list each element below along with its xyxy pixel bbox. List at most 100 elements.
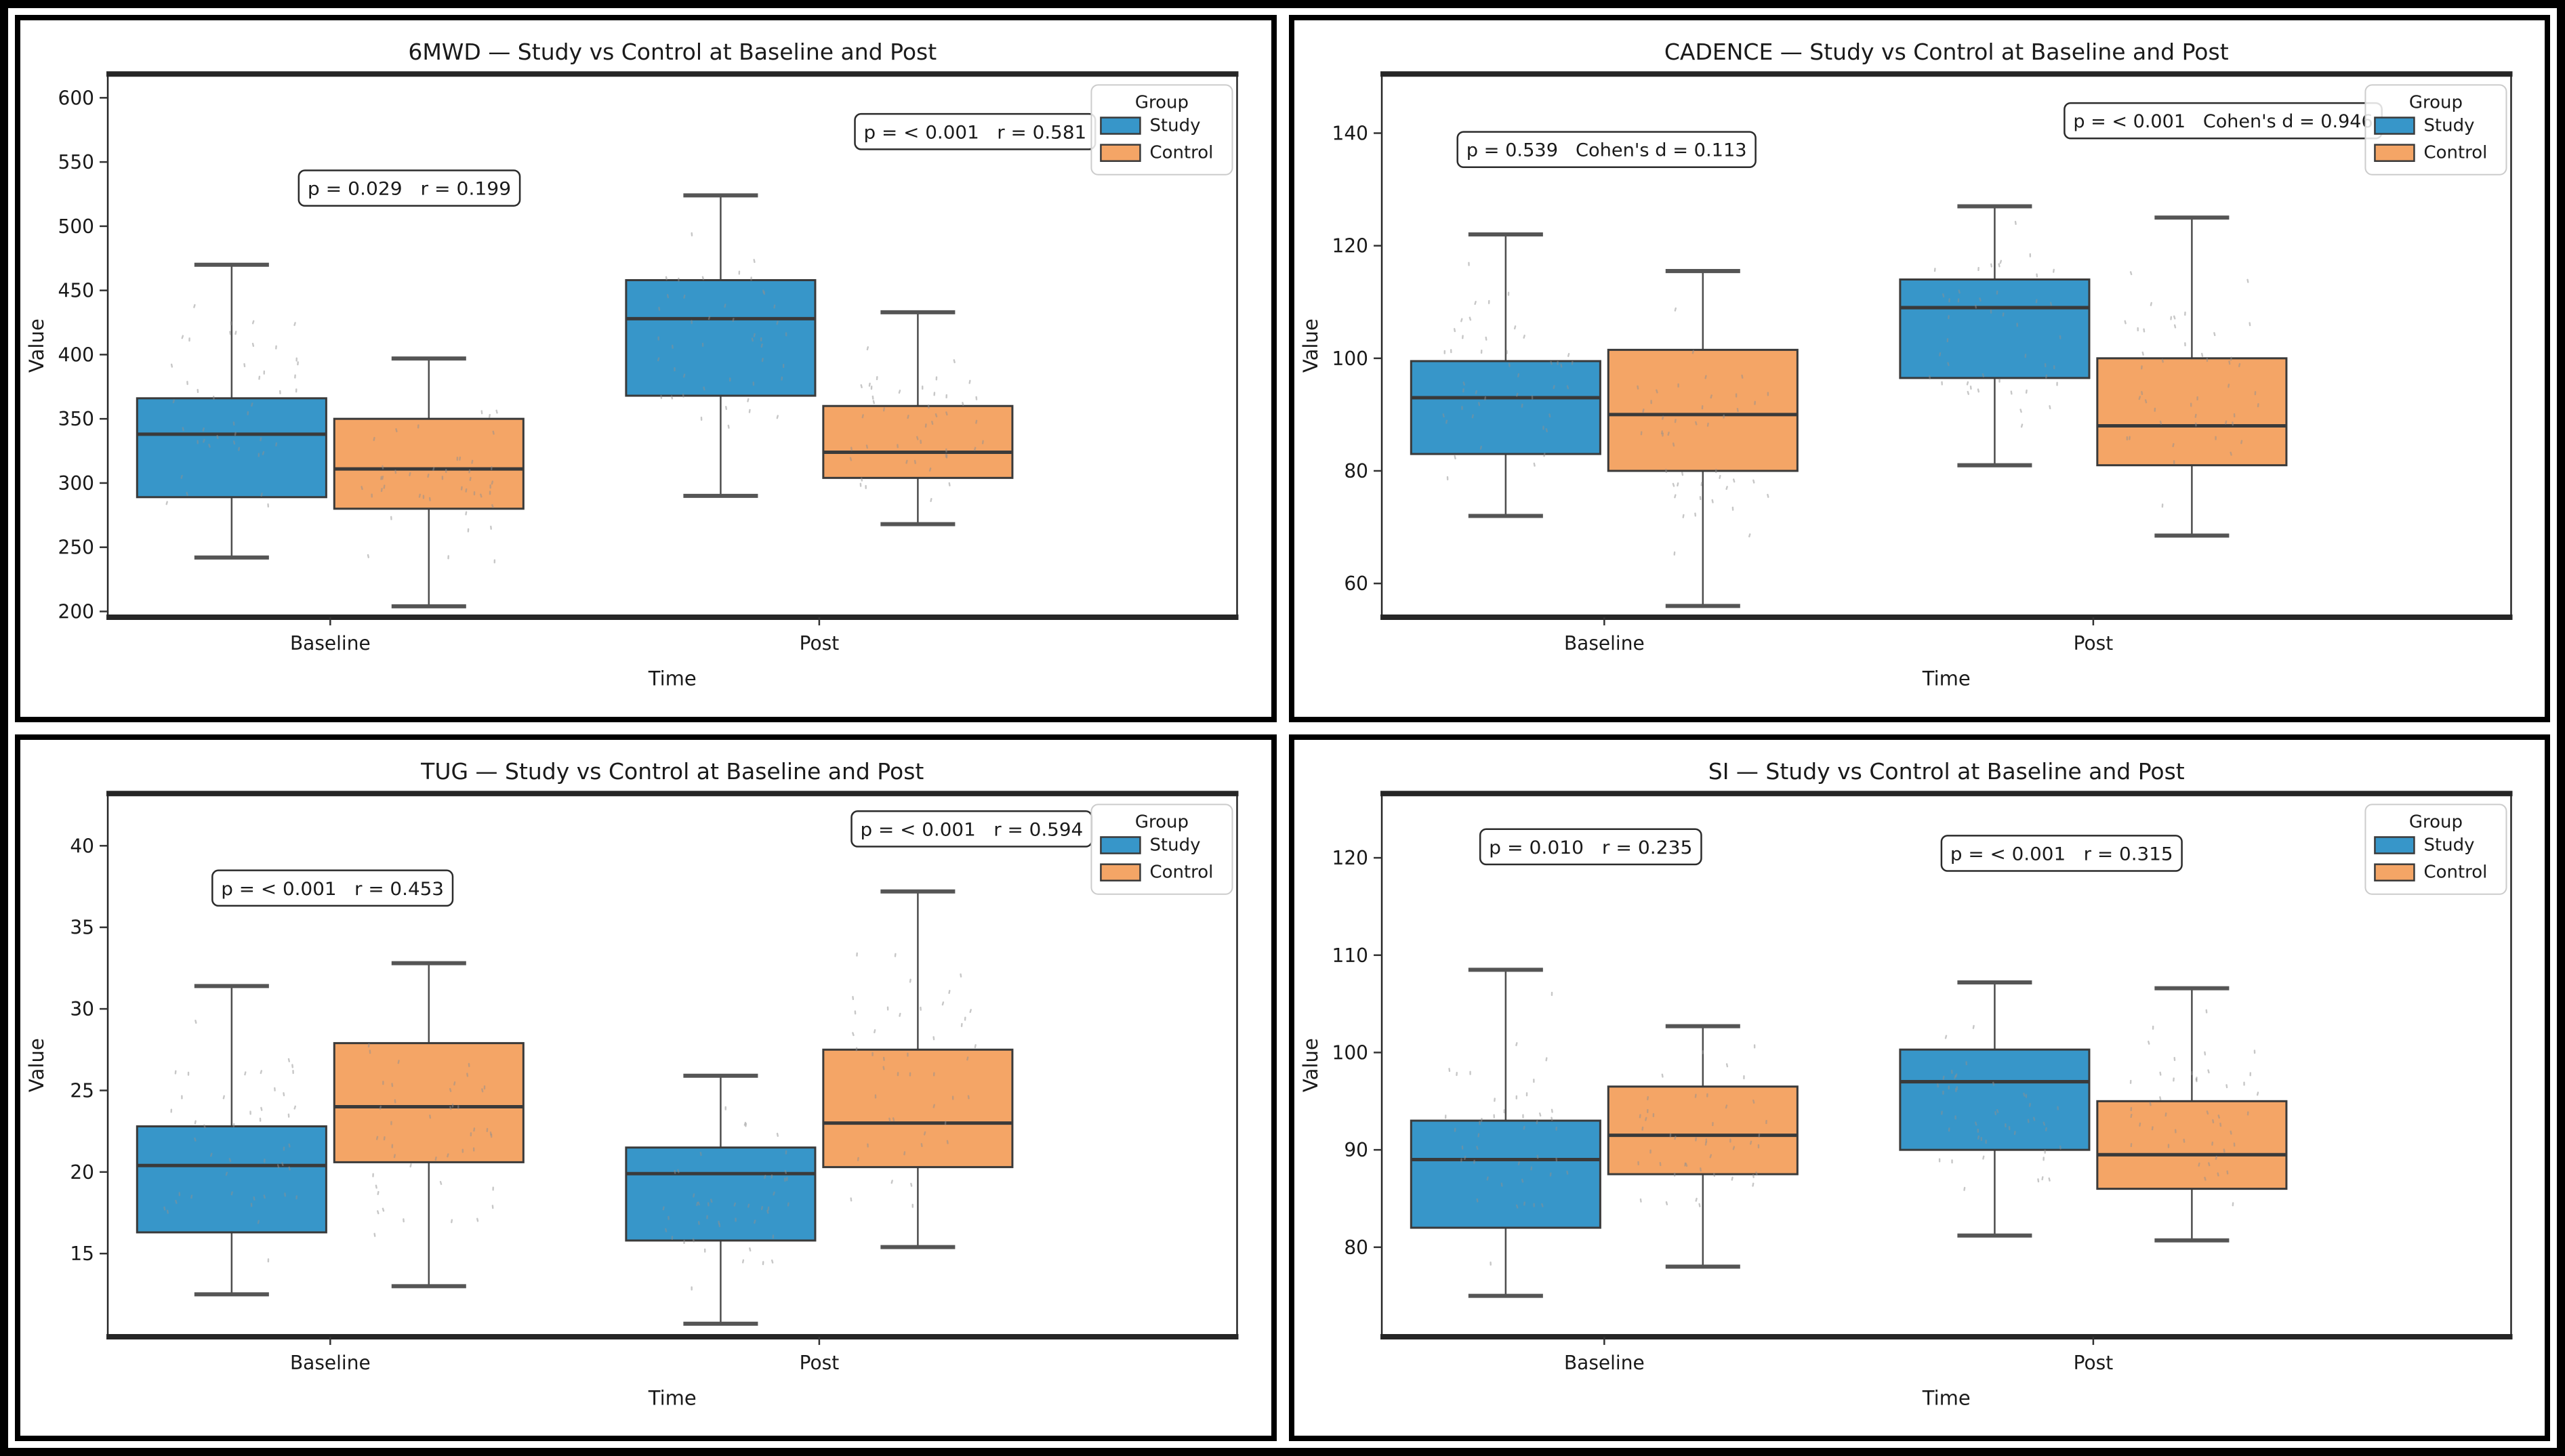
jitter-point <box>749 1247 752 1251</box>
jitter-point <box>1462 381 1465 386</box>
iqr-box <box>625 278 817 397</box>
jitter-point <box>480 493 483 498</box>
x-axis-label: Time <box>1921 667 1970 690</box>
jitter-point <box>1933 268 1936 272</box>
jitter-point <box>2022 1092 2026 1097</box>
jitter-point <box>2010 390 2013 395</box>
jitter-point <box>747 1203 750 1208</box>
jitter-point <box>2219 1122 2221 1127</box>
jitter-point <box>2129 1113 2133 1118</box>
jitter-point <box>1694 1137 1697 1142</box>
jitter-point <box>1443 350 1445 354</box>
jitter-point <box>1673 551 1675 556</box>
jitter-point <box>710 1198 713 1203</box>
jitter-point <box>488 413 491 419</box>
jitter-point <box>2029 253 2031 257</box>
jitter-point <box>1965 1060 1967 1065</box>
jitter-point <box>165 501 168 505</box>
jitter-point <box>1492 1114 1495 1119</box>
jitter-point <box>1718 475 1721 480</box>
jitter-point <box>1646 1108 1649 1113</box>
jitter-point <box>383 484 386 489</box>
jitter-point <box>699 1151 702 1156</box>
jitter-point <box>664 1228 668 1232</box>
jitter-point <box>1709 1153 1712 1158</box>
jitter-point <box>870 386 873 390</box>
jitter-point <box>2130 1142 2132 1147</box>
jitter-point <box>181 1094 183 1099</box>
jitter-point <box>1757 1133 1760 1138</box>
jitter-point <box>2190 402 2192 407</box>
jitter-point <box>1946 362 1950 367</box>
jitter-point <box>2206 1110 2209 1115</box>
jitter-point <box>932 1035 935 1040</box>
jitter-point <box>701 342 704 347</box>
jitter-point <box>1948 298 1950 303</box>
jitter-point <box>1503 1108 1505 1113</box>
jitter-point <box>1455 1071 1458 1076</box>
jitter-point <box>2225 1169 2228 1174</box>
jitter-point <box>1938 1157 1940 1163</box>
jitter-point <box>909 1072 911 1077</box>
jitter-point <box>785 1150 787 1155</box>
jitter-point <box>391 1082 394 1087</box>
jitter-point <box>1979 1136 1982 1141</box>
jitter-point <box>2158 1071 2162 1076</box>
jitter-point <box>2223 1148 2225 1152</box>
jitter-point <box>718 1220 720 1225</box>
jitter-point <box>1674 419 1677 423</box>
jitter-point <box>263 1194 266 1199</box>
legend-swatch-study <box>1100 835 1141 854</box>
jitter-point <box>882 407 886 412</box>
jitter-point <box>2040 1176 2043 1180</box>
y-tick-label: 140 <box>1332 122 1368 144</box>
jitter-point <box>948 482 951 486</box>
jitter-point <box>457 1104 459 1109</box>
legend: Group Study Control <box>1090 84 1233 175</box>
jitter-point <box>291 1063 294 1068</box>
jitter-point <box>429 1114 432 1119</box>
jitter-point <box>258 453 260 457</box>
jitter-point <box>2059 1145 2061 1150</box>
jitter-point <box>771 1173 773 1178</box>
jitter-point <box>703 386 705 391</box>
jitter-point <box>2025 389 2028 394</box>
jitter-point <box>1661 415 1664 420</box>
stat-annotation-baseline: p = 0.029 r = 0.199 <box>297 169 521 207</box>
y-tick-label: 15 <box>70 1243 94 1265</box>
jitter-point <box>1954 1073 1957 1077</box>
jitter-point <box>849 457 853 461</box>
jitter-point <box>2140 391 2143 396</box>
jitter-point <box>1928 375 1931 380</box>
jitter-point <box>1515 1041 1518 1046</box>
jitter-point <box>1681 472 1683 476</box>
jitter-point <box>1947 315 1950 320</box>
jitter-point <box>2136 327 2139 332</box>
jitter-point <box>898 390 901 394</box>
jitter-point <box>2233 413 2235 418</box>
jitter-point <box>2238 362 2240 367</box>
jitter-point <box>1974 304 1977 309</box>
jitter-point <box>701 276 705 280</box>
jitter-point <box>892 1117 895 1121</box>
jitter-point <box>1681 514 1685 518</box>
jitter-point <box>1507 291 1509 296</box>
iqr-box <box>2095 1100 2287 1190</box>
jitter-point <box>760 344 763 348</box>
jitter-point <box>1571 360 1574 365</box>
jitter-point <box>188 337 190 342</box>
jitter-point <box>700 416 703 421</box>
jitter-point <box>1454 1127 1456 1132</box>
jitter-point <box>1694 512 1696 517</box>
jitter-point <box>1473 1159 1475 1164</box>
jitter-point <box>1463 1155 1466 1160</box>
jitter-point <box>382 465 384 470</box>
jitter-point <box>1767 392 1769 396</box>
jitter-point <box>1453 328 1456 333</box>
jitter-point <box>1536 1154 1538 1159</box>
jitter-point <box>1978 297 1982 302</box>
legend-label-control: Control <box>2423 143 2487 163</box>
iqr-box <box>333 417 525 510</box>
jitter-point <box>1966 390 1969 395</box>
iqr-box <box>1410 360 1601 455</box>
